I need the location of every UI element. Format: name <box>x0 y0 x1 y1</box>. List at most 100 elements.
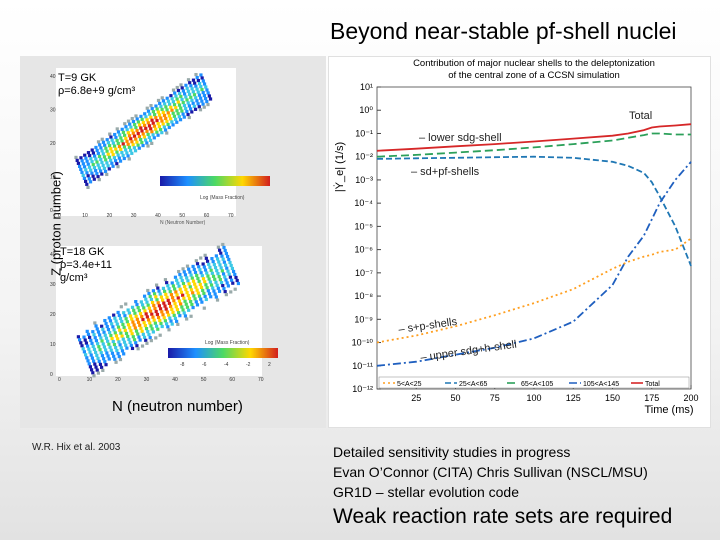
nuclide-cell <box>176 100 180 104</box>
nuclide-cell <box>115 127 119 131</box>
nuclide-cell <box>160 119 164 123</box>
nuclide-cell <box>97 178 101 182</box>
nuclide-cell <box>189 299 193 304</box>
nuclide-cell <box>193 81 197 85</box>
nuclide-cell <box>160 96 164 100</box>
nuclide-x-tick: 40 <box>155 213 161 219</box>
nuclide-cell <box>94 365 98 369</box>
y-tick-label: 10⁰ <box>359 105 373 115</box>
nuclide-cell <box>130 140 134 144</box>
y-tick-label: 10⁻⁵ <box>355 221 374 231</box>
nuclide-cell <box>211 286 215 290</box>
nuclide-cell <box>167 114 172 118</box>
nuclide-cell <box>159 104 163 109</box>
nuclide-cell <box>119 305 123 309</box>
nuclide-cell <box>128 122 132 126</box>
nuclide-cell <box>131 143 135 147</box>
nuclide-cell <box>113 132 117 137</box>
nuclide-cell <box>161 286 166 290</box>
nuclide-cell <box>100 339 104 343</box>
nuclide-cell <box>119 136 123 140</box>
nuclide-cell <box>122 325 126 330</box>
nuclide-cell <box>181 112 185 116</box>
nuclide-cell <box>172 103 177 107</box>
series-line-s-p-shells <box>376 237 692 344</box>
nuclide-cell <box>96 330 101 334</box>
nuclide-cell <box>197 279 201 284</box>
nuclide-cell <box>140 344 145 348</box>
nuclide-cell <box>147 291 151 296</box>
nuclide-cell <box>98 333 102 337</box>
nuclide-cell <box>229 263 233 268</box>
nuclide-cell <box>108 132 112 136</box>
nuclide-cell <box>182 115 186 119</box>
nuclide-cell <box>149 115 153 119</box>
nuclide-cell <box>177 115 181 119</box>
nuclide-cell <box>223 275 227 279</box>
nuclide-cell <box>171 100 175 104</box>
nuclide-cell <box>201 90 205 95</box>
nuclide-cell <box>112 342 117 347</box>
nuclide-cell <box>159 295 164 299</box>
nuclide-cell <box>181 293 185 297</box>
nuclide-cell <box>175 85 179 90</box>
nuclide-cell <box>139 326 143 330</box>
nuclide-cell <box>115 138 119 143</box>
nuclide-cell <box>188 270 192 274</box>
citation: W.R. Hix et al. 2003 <box>32 442 121 453</box>
colorbar-top <box>160 176 270 186</box>
nuclide-cell <box>163 102 167 106</box>
nuclide-cell <box>180 86 184 90</box>
nuclide-cell <box>187 267 191 271</box>
nuclide-cell <box>94 169 98 173</box>
nuclide-cell <box>92 177 96 181</box>
nuclide-cell <box>98 362 103 366</box>
nuclide-cell <box>196 276 200 281</box>
nuclide-cell <box>173 91 177 95</box>
nuclide-cell <box>184 106 188 111</box>
nuclide-cell <box>198 282 202 287</box>
nuclide-cell <box>169 304 173 308</box>
nuclide-cell <box>173 287 177 291</box>
nuclide-cell <box>184 302 188 306</box>
nuclide-cell <box>227 257 231 262</box>
nuclide-cell <box>182 296 186 300</box>
nuclide-cell <box>198 268 202 272</box>
nuclide-cell <box>125 128 129 132</box>
nuclide-x-tick: 60 <box>204 213 210 219</box>
nuclide-cell <box>90 341 94 345</box>
nuclide-cell <box>137 309 141 313</box>
colorbar-bottom <box>168 348 278 358</box>
nuclide-cell <box>86 151 91 155</box>
nuclide-cell <box>121 142 125 146</box>
nuclide-cell <box>183 92 187 96</box>
nuclide-cell <box>102 357 106 361</box>
nuclide-cell <box>151 289 155 293</box>
nuclide-cell <box>123 122 127 126</box>
nuclide-cell <box>181 267 185 271</box>
nuclide-cell <box>110 150 114 154</box>
nuclide-cell <box>159 307 163 311</box>
nuclide-cell <box>173 275 178 279</box>
nuclide-cell <box>124 125 128 129</box>
series-annotation: – sd+pf-shells <box>411 166 480 178</box>
nuclide-cell <box>76 161 80 165</box>
nuclide-cell <box>202 291 206 296</box>
nuclide-cell <box>194 259 198 263</box>
nuclide-top-xlabel: N (Neutron Number) <box>160 220 206 226</box>
nuclide-cell <box>193 282 197 286</box>
series-annotation: – lower sdg-shell <box>419 132 502 144</box>
nuclide-cell <box>231 269 236 274</box>
nuclide-cell <box>144 115 148 119</box>
nuclide-cell <box>106 164 110 168</box>
nuclide-cell <box>106 141 110 145</box>
nuclide-cell <box>86 185 90 189</box>
nuclide-cell <box>83 153 87 157</box>
nuclide-cell <box>184 95 188 99</box>
nuclide-cell <box>177 269 181 274</box>
nuclide-cell <box>191 291 195 295</box>
nuclide-cell <box>198 108 203 112</box>
nuclide-cell <box>88 154 92 158</box>
nuclide-cell <box>97 166 101 170</box>
nuclide-cell <box>192 267 196 272</box>
